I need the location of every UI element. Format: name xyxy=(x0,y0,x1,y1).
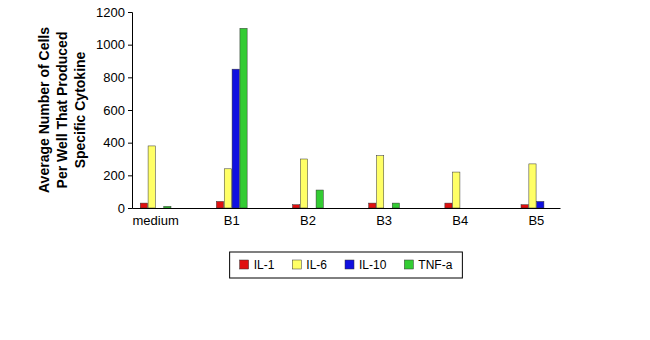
bar xyxy=(537,201,544,208)
y-tick-mark xyxy=(128,12,132,13)
bar xyxy=(521,205,528,208)
legend-item: IL-1 xyxy=(240,258,275,272)
y-tick-mark xyxy=(128,143,132,144)
y-tick-mark xyxy=(128,110,132,111)
legend-item: IL-10 xyxy=(345,258,387,272)
x-tick-label: medium xyxy=(132,213,178,228)
bar xyxy=(377,156,384,208)
bar xyxy=(232,69,239,208)
legend-item: IL-6 xyxy=(292,258,327,272)
legend-swatch xyxy=(404,260,413,269)
x-tick: B4 xyxy=(452,213,468,228)
x-tick: B2 xyxy=(300,213,316,228)
x-tick: B1 xyxy=(224,213,240,228)
x-tick-label: B2 xyxy=(300,213,316,228)
legend-label: IL-1 xyxy=(254,258,275,272)
bar xyxy=(316,190,323,208)
bar xyxy=(392,203,399,208)
y-tick-label: 600 xyxy=(103,103,125,118)
x-tick-label: B5 xyxy=(528,213,544,228)
x-tick-label: B1 xyxy=(224,213,240,228)
x-tick-label: B3 xyxy=(376,213,392,228)
legend-item: TNF-a xyxy=(404,258,452,272)
y-axis-title-line: Per Well That Produced xyxy=(54,32,70,189)
x-axis: medium B1 B2 B3 B4 B5 xyxy=(132,209,560,229)
y-tick: 0 xyxy=(118,201,132,216)
y-tick: 1200 xyxy=(96,5,132,20)
legend-swatch xyxy=(292,260,301,269)
legend-swatch xyxy=(240,260,249,269)
x-tick: B5 xyxy=(528,213,544,228)
bar xyxy=(468,208,475,209)
x-axis-line xyxy=(133,208,561,209)
y-axis-title-line: Specific Cytokine xyxy=(72,51,88,168)
y-tick: 1000 xyxy=(96,37,132,52)
y-axis: 0 200 400 600 800 1000 1200 xyxy=(96,5,132,216)
legend-label: IL-6 xyxy=(306,258,327,272)
chart: 0 200 400 600 800 1000 1200 medium B1 B2 B3 B4 B5 Ave… xyxy=(0,0,650,340)
bar xyxy=(300,159,307,208)
bar xyxy=(156,208,163,209)
y-tick: 600 xyxy=(103,103,132,118)
bar xyxy=(224,169,231,208)
bar xyxy=(216,201,223,208)
bar xyxy=(445,203,452,208)
y-tick-label: 1200 xyxy=(96,5,125,20)
bar xyxy=(461,208,468,209)
y-tick-mark xyxy=(128,208,132,209)
y-tick: 200 xyxy=(103,168,132,183)
bars xyxy=(140,28,544,208)
bar xyxy=(453,172,460,208)
legend-label: TNF-a xyxy=(418,258,452,272)
legend: IL-1 IL-6 IL-10 TNF-a xyxy=(230,252,463,278)
y-tick-label: 200 xyxy=(103,168,125,183)
legend-label: IL-10 xyxy=(359,258,387,272)
bar xyxy=(545,208,552,209)
y-tick-mark xyxy=(128,45,132,46)
y-tick-mark xyxy=(128,175,132,176)
x-tick: medium xyxy=(132,213,178,228)
y-tick-label: 0 xyxy=(118,201,125,216)
bar xyxy=(529,164,536,208)
bar xyxy=(308,208,315,209)
bar xyxy=(240,28,247,208)
x-tick-label: B4 xyxy=(452,213,468,228)
bar xyxy=(164,206,171,208)
bar xyxy=(148,146,155,208)
legend-frame xyxy=(230,252,463,278)
y-tick-label: 1000 xyxy=(96,37,125,52)
y-tick-label: 400 xyxy=(103,135,125,150)
bar xyxy=(384,208,391,209)
plot: 0 200 400 600 800 1000 1200 medium B1 B2 B3 B4 B5 xyxy=(96,5,560,229)
y-tick: 800 xyxy=(103,70,132,85)
y-tick-label: 800 xyxy=(103,70,125,85)
y-tick: 400 xyxy=(103,135,132,150)
y-tick-mark xyxy=(128,77,132,78)
bar xyxy=(369,203,376,208)
bar xyxy=(140,203,147,208)
legend-swatch xyxy=(345,260,354,269)
bar xyxy=(293,205,300,208)
x-tick: B3 xyxy=(376,213,392,228)
y-axis-title: Average Number of CellsPer Well That Pro… xyxy=(36,27,88,193)
y-axis-line xyxy=(128,13,133,209)
y-axis-title-line: Average Number of Cells xyxy=(36,27,52,193)
